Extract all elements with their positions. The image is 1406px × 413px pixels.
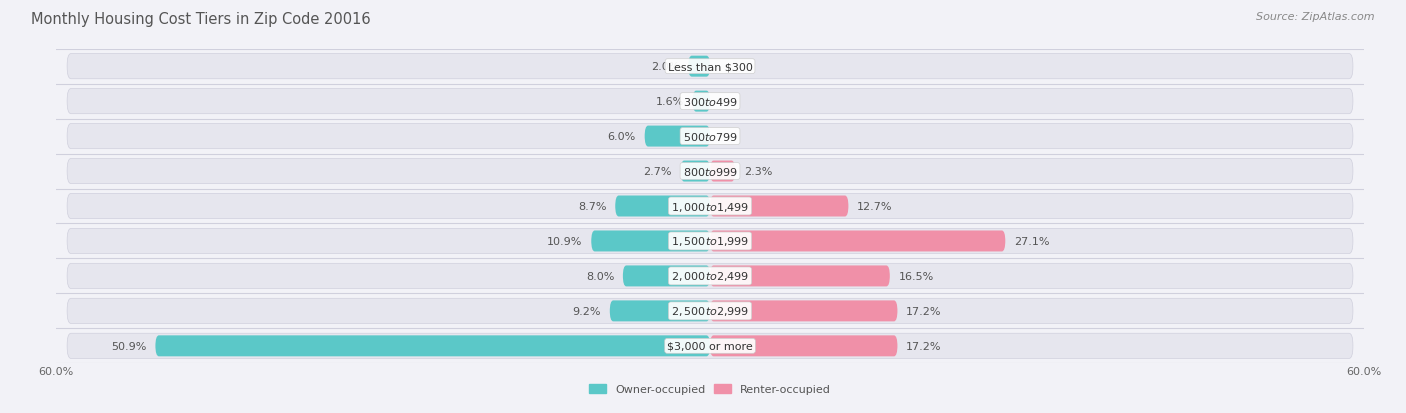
FancyBboxPatch shape [67, 89, 1353, 114]
FancyBboxPatch shape [592, 231, 710, 252]
FancyBboxPatch shape [623, 266, 710, 287]
Text: $2,000 to $2,499: $2,000 to $2,499 [671, 270, 749, 283]
Text: 27.1%: 27.1% [1014, 236, 1049, 247]
Text: 60.0%: 60.0% [1346, 366, 1382, 376]
Text: 8.7%: 8.7% [578, 202, 606, 211]
FancyBboxPatch shape [67, 263, 1353, 289]
FancyBboxPatch shape [67, 299, 1353, 324]
FancyBboxPatch shape [67, 55, 1353, 80]
Text: Source: ZipAtlas.com: Source: ZipAtlas.com [1257, 12, 1375, 22]
Text: 9.2%: 9.2% [572, 306, 602, 316]
Text: $1,500 to $1,999: $1,500 to $1,999 [671, 235, 749, 248]
FancyBboxPatch shape [710, 161, 735, 182]
FancyBboxPatch shape [710, 231, 1005, 252]
Text: $800 to $999: $800 to $999 [682, 166, 738, 178]
Text: $300 to $499: $300 to $499 [682, 96, 738, 108]
Text: 17.2%: 17.2% [905, 341, 942, 351]
FancyBboxPatch shape [710, 196, 848, 217]
FancyBboxPatch shape [710, 301, 897, 322]
Legend: Owner-occupied, Renter-occupied: Owner-occupied, Renter-occupied [585, 380, 835, 399]
Text: 17.2%: 17.2% [905, 306, 942, 316]
Text: 16.5%: 16.5% [898, 271, 934, 281]
Text: 2.0%: 2.0% [651, 62, 679, 72]
FancyBboxPatch shape [67, 333, 1353, 358]
Text: $2,500 to $2,999: $2,500 to $2,999 [671, 305, 749, 318]
FancyBboxPatch shape [681, 161, 710, 182]
Text: 12.7%: 12.7% [858, 202, 893, 211]
Text: 50.9%: 50.9% [111, 341, 146, 351]
FancyBboxPatch shape [693, 91, 710, 112]
Text: $1,000 to $1,499: $1,000 to $1,499 [671, 200, 749, 213]
Text: 10.9%: 10.9% [547, 236, 582, 247]
Text: 1.6%: 1.6% [655, 97, 683, 107]
Text: 60.0%: 60.0% [38, 366, 75, 376]
Text: Less than $300: Less than $300 [668, 62, 752, 72]
FancyBboxPatch shape [67, 229, 1353, 254]
Text: 8.0%: 8.0% [586, 271, 614, 281]
FancyBboxPatch shape [644, 126, 710, 147]
Text: $3,000 or more: $3,000 or more [668, 341, 752, 351]
Text: 6.0%: 6.0% [607, 132, 636, 142]
Text: 2.7%: 2.7% [644, 166, 672, 177]
FancyBboxPatch shape [710, 335, 897, 356]
Text: $500 to $799: $500 to $799 [682, 131, 738, 143]
FancyBboxPatch shape [67, 124, 1353, 150]
FancyBboxPatch shape [689, 57, 710, 78]
FancyBboxPatch shape [156, 335, 710, 356]
FancyBboxPatch shape [616, 196, 710, 217]
FancyBboxPatch shape [67, 159, 1353, 184]
FancyBboxPatch shape [67, 194, 1353, 219]
Text: Monthly Housing Cost Tiers in Zip Code 20016: Monthly Housing Cost Tiers in Zip Code 2… [31, 12, 371, 27]
FancyBboxPatch shape [610, 301, 710, 322]
Text: 2.3%: 2.3% [744, 166, 772, 177]
FancyBboxPatch shape [710, 266, 890, 287]
